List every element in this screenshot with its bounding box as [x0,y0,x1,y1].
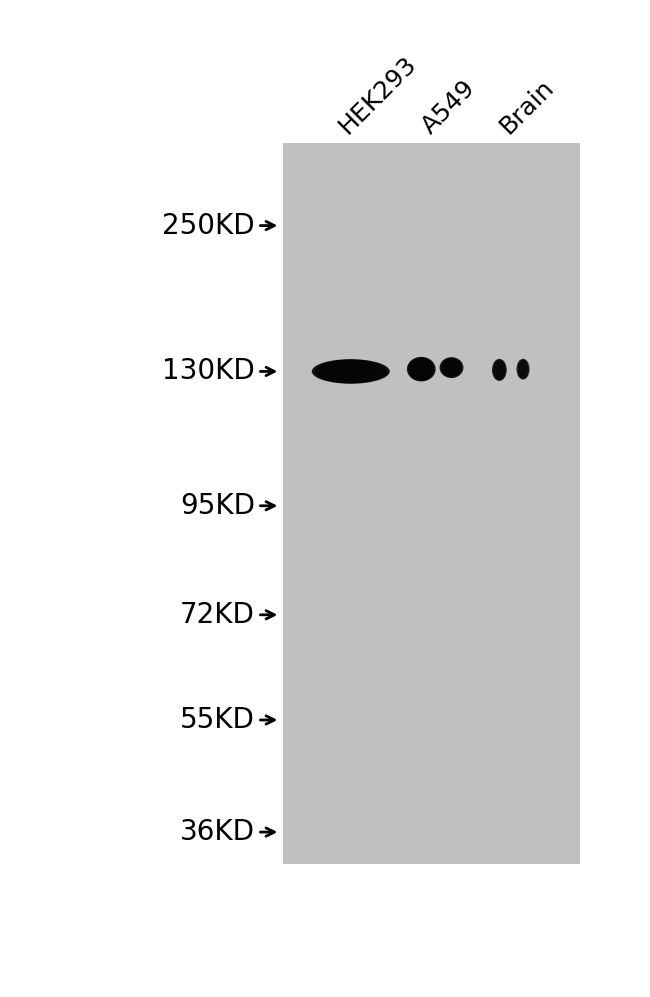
Ellipse shape [407,357,436,382]
Text: 250KD: 250KD [162,211,255,239]
Ellipse shape [498,364,501,376]
Ellipse shape [328,362,374,381]
Ellipse shape [447,361,456,374]
Ellipse shape [414,361,428,378]
Ellipse shape [312,359,390,384]
Ellipse shape [517,359,529,379]
Ellipse shape [448,362,455,374]
Text: 130KD: 130KD [162,358,255,386]
Ellipse shape [410,358,434,380]
Ellipse shape [523,364,524,374]
Ellipse shape [445,360,459,376]
Ellipse shape [320,360,382,383]
Ellipse shape [519,362,526,377]
Ellipse shape [341,364,361,379]
Ellipse shape [495,361,504,379]
Text: 72KD: 72KD [180,601,255,629]
Ellipse shape [499,364,500,376]
Ellipse shape [330,362,372,381]
Ellipse shape [346,365,356,379]
Ellipse shape [493,360,505,380]
Ellipse shape [411,359,431,379]
Text: 36KD: 36KD [180,819,255,846]
Ellipse shape [520,362,526,376]
Ellipse shape [411,359,432,380]
Text: Brain: Brain [495,76,558,139]
Ellipse shape [338,363,364,380]
Ellipse shape [517,359,530,380]
Ellipse shape [439,357,463,378]
Text: A549: A549 [417,76,480,139]
Ellipse shape [333,363,369,381]
Ellipse shape [494,361,504,379]
Ellipse shape [418,362,425,376]
Ellipse shape [417,362,426,377]
Ellipse shape [322,361,380,382]
Ellipse shape [492,359,507,381]
Ellipse shape [521,363,525,376]
Ellipse shape [420,364,423,375]
Ellipse shape [518,360,528,378]
Ellipse shape [442,358,461,377]
Ellipse shape [317,360,385,383]
Ellipse shape [519,361,527,378]
Ellipse shape [443,359,460,376]
Ellipse shape [415,361,427,377]
Text: HEK293: HEK293 [334,52,421,139]
Ellipse shape [325,361,377,382]
Ellipse shape [521,364,525,375]
Bar [283,143,580,864]
Ellipse shape [408,358,434,381]
Ellipse shape [419,363,424,375]
Ellipse shape [441,358,462,378]
Ellipse shape [315,360,387,383]
Ellipse shape [348,365,354,378]
Ellipse shape [445,360,458,375]
Ellipse shape [449,362,454,373]
Ellipse shape [450,363,452,373]
Ellipse shape [493,360,506,380]
Ellipse shape [496,362,503,378]
Ellipse shape [497,363,502,377]
Text: 95KD: 95KD [180,492,255,519]
Ellipse shape [343,364,359,379]
Ellipse shape [497,363,502,377]
Text: 55KD: 55KD [180,706,255,734]
Ellipse shape [413,360,430,378]
Ellipse shape [335,363,367,380]
